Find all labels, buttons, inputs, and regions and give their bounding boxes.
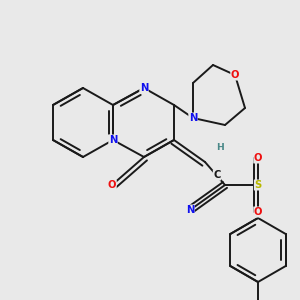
Text: H: H [216,143,224,152]
Text: N: N [109,135,117,145]
Text: N: N [140,83,148,93]
Text: O: O [108,180,116,190]
Text: N: N [189,113,197,123]
Text: O: O [254,207,262,217]
Text: N: N [186,205,194,215]
Text: S: S [254,180,262,190]
Text: C: C [213,170,221,180]
Text: O: O [254,153,262,163]
Text: O: O [231,70,239,80]
